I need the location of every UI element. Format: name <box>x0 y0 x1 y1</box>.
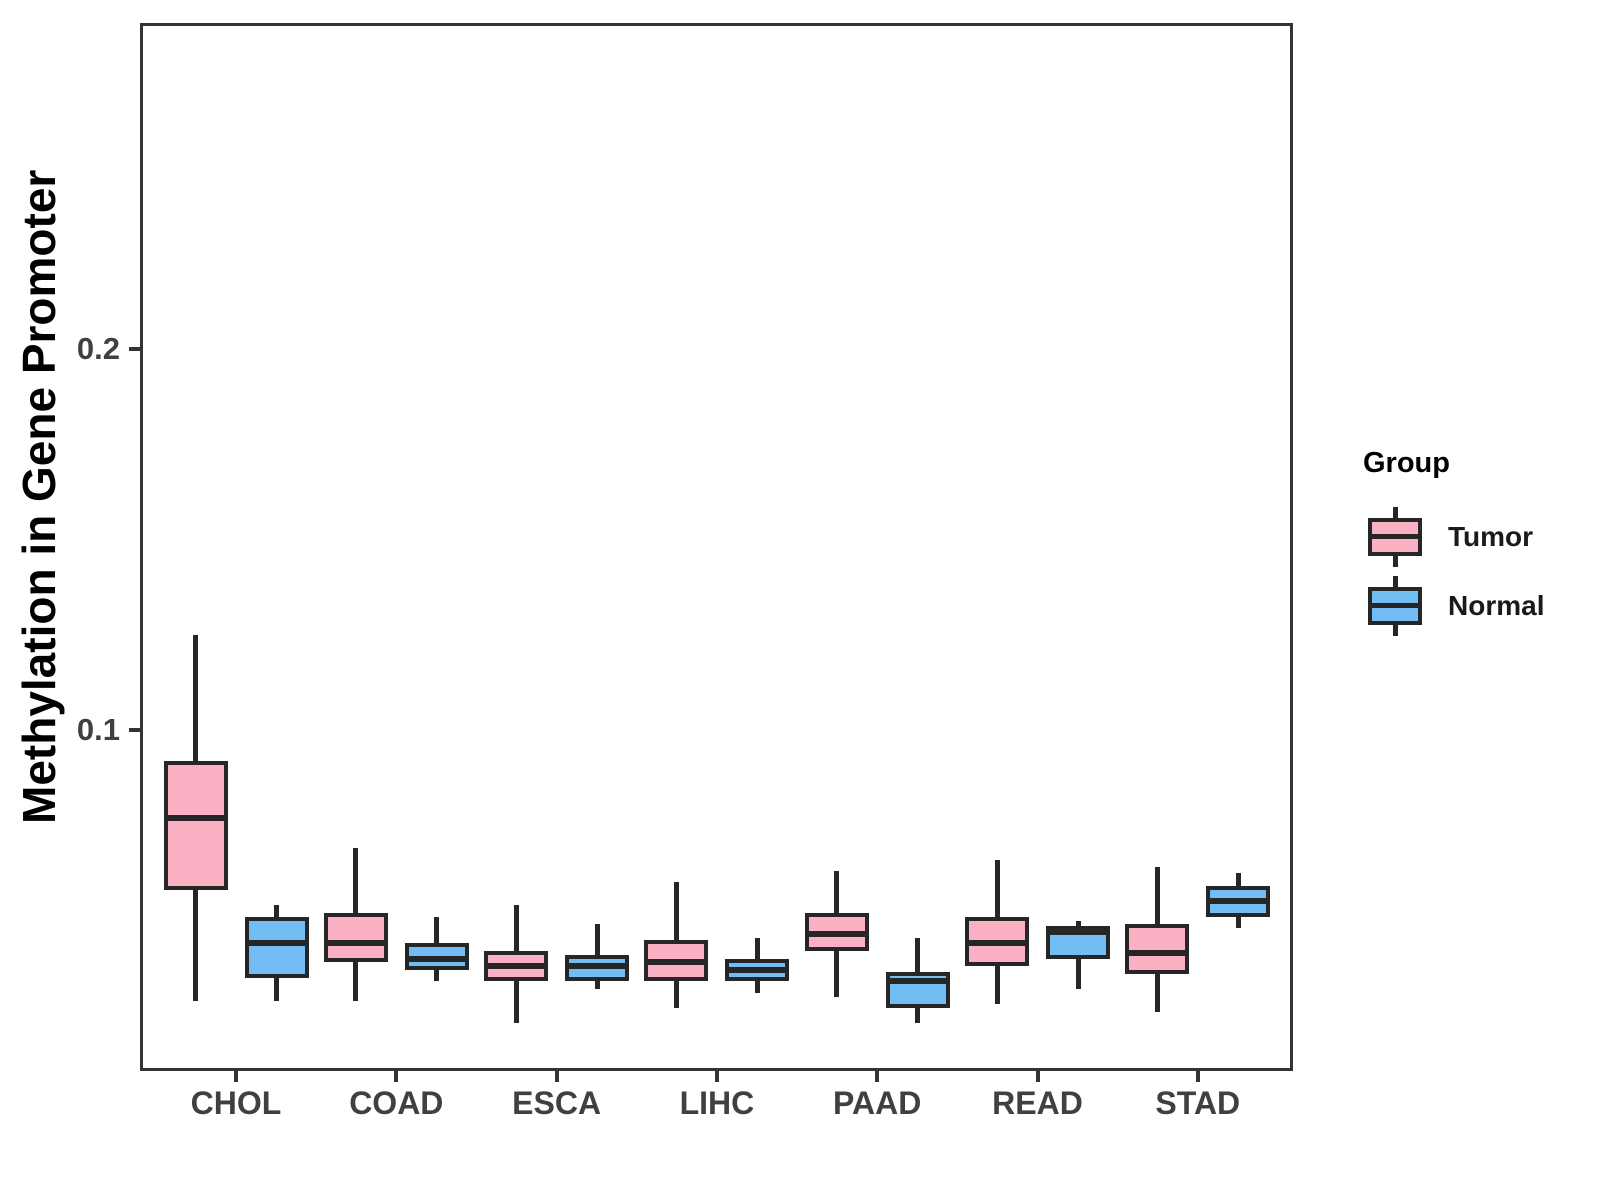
plot-panel <box>140 23 1293 1071</box>
median-lihc-tumor <box>644 959 709 966</box>
median-coad-tumor <box>323 940 388 947</box>
legend-label-normal: Normal <box>1448 589 1545 621</box>
y-tick-label: 0.2 <box>76 331 120 367</box>
median-chol-normal <box>244 940 309 947</box>
legend-key-whisker-top <box>1392 575 1398 587</box>
x-tick-mark <box>1035 1071 1040 1082</box>
legend-key-box <box>1368 517 1422 556</box>
median-stad-tumor <box>1125 949 1190 956</box>
median-stad-normal <box>1206 898 1271 905</box>
legend-entry-normal: Normal <box>1363 571 1544 640</box>
y-tick-mark <box>129 347 140 352</box>
median-read-tumor <box>965 940 1029 947</box>
legend-title: Group <box>1363 447 1450 479</box>
x-tick-mark <box>394 1071 399 1082</box>
median-paad-tumor <box>804 930 869 937</box>
median-esca-tumor <box>484 963 549 970</box>
box-chol-normal <box>244 916 309 978</box>
x-tick-label-stad: STAD <box>1155 1085 1241 1121</box>
legend-key-whisker-bottom <box>1392 555 1398 567</box>
legend-key-box <box>1368 586 1422 625</box>
median-paad-normal <box>885 978 950 985</box>
x-tick-mark <box>234 1071 238 1082</box>
x-tick-label-chol: CHOL <box>190 1085 282 1121</box>
median-chol-tumor <box>163 814 228 821</box>
box-coad-tumor <box>323 912 388 963</box>
legend-key-tumor-boxplot-icon <box>1368 506 1422 567</box>
box-paad-normal <box>885 971 950 1009</box>
x-tick-label-read: READ <box>992 1085 1083 1121</box>
box-chol-tumor <box>163 760 228 891</box>
x-tick-label-esca: ESCA <box>512 1085 602 1121</box>
legend-key-normal-boxplot-icon <box>1368 575 1422 636</box>
legend-key-whisker-top <box>1392 506 1398 518</box>
median-lihc-normal <box>725 967 790 974</box>
legend: Group Tumor Normal <box>1363 447 1544 640</box>
legend-key-median <box>1372 602 1418 608</box>
x-tick-mark <box>554 1071 559 1082</box>
x-tick-label-coad: COAD <box>349 1085 444 1121</box>
box-stad-tumor <box>1125 924 1190 974</box>
plot-area <box>140 23 1293 1071</box>
median-read-normal <box>1046 928 1110 935</box>
legend-entry-tumor: Tumor <box>1363 502 1544 571</box>
y-tick-mark <box>129 728 140 733</box>
x-tick-label-lihc: LIHC <box>679 1085 755 1121</box>
y-tick-label: 0.1 <box>76 712 120 748</box>
x-tick-mark <box>1195 1071 1200 1082</box>
x-tick-mark <box>714 1071 719 1082</box>
legend-key-median <box>1372 533 1418 539</box>
legend-rows: Tumor Normal <box>1363 502 1544 640</box>
median-coad-normal <box>404 955 469 962</box>
x-tick-mark <box>875 1071 880 1082</box>
x-tick-label-paad: PAAD <box>833 1085 922 1121</box>
legend-label-tumor: Tumor <box>1448 520 1534 552</box>
median-esca-normal <box>565 963 630 970</box>
legend-key-whisker-bottom <box>1392 624 1398 636</box>
